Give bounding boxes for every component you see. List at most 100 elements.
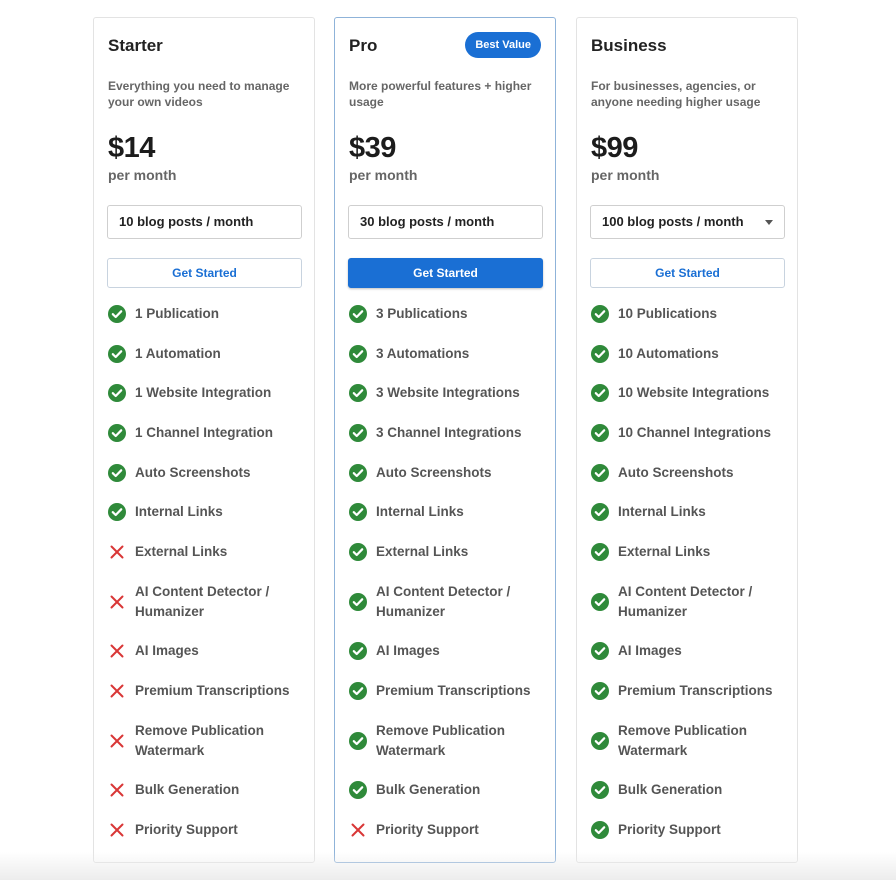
feature-item: Internal Links xyxy=(349,502,549,542)
check-circle-icon xyxy=(591,781,609,800)
feature-label: 1 Automation xyxy=(135,345,221,361)
feature-label: Auto Screenshots xyxy=(135,464,251,480)
get-started-button[interactable]: Get Started xyxy=(590,258,785,288)
check-circle-icon xyxy=(349,463,367,482)
check-circle-icon xyxy=(108,463,126,482)
plan-period: per month xyxy=(108,167,177,183)
best-value-badge: Best Value xyxy=(465,32,541,58)
plan-description: For businesses, agencies, or anyone need… xyxy=(591,79,761,109)
cross-icon xyxy=(108,593,126,611)
check-circle-icon xyxy=(591,821,609,840)
feature-item: 3 Channel Integrations xyxy=(349,423,549,463)
feature-list: 3 Publications 3 Automations 3 Website Int… xyxy=(349,304,549,860)
check-circle-icon xyxy=(349,424,367,443)
feature-item: External Links xyxy=(349,542,549,582)
cross-icon xyxy=(108,682,126,700)
feature-item: 3 Website Integrations xyxy=(349,383,549,423)
plan-card-starter: Starter Everything you need to manage yo… xyxy=(93,17,315,863)
feature-label: 1 Publication xyxy=(135,306,220,321)
feature-item: Priority Support xyxy=(349,820,549,860)
check-circle-icon xyxy=(591,424,609,443)
feature-item: AI Content Detector / Humanizer xyxy=(349,582,549,642)
feature-item: Auto Screenshots xyxy=(108,463,308,503)
feature-label: Internal Links xyxy=(135,504,223,520)
feature-item: Bulk Generation xyxy=(108,780,308,820)
check-circle-icon xyxy=(349,503,367,522)
feature-list: 10 Publications 10 Automations 10 Website … xyxy=(591,304,791,860)
feature-item: Premium Transcriptions xyxy=(349,681,549,721)
get-started-button[interactable]: Get Started xyxy=(348,258,543,288)
cross-icon xyxy=(108,821,126,839)
feature-label: External Links xyxy=(376,544,469,560)
feature-item: 10 Automations xyxy=(591,344,791,384)
cross-icon xyxy=(108,732,126,750)
check-circle-icon xyxy=(108,384,126,403)
feature-label: External Links xyxy=(618,544,711,560)
feature-label: Auto Screenshots xyxy=(618,464,734,480)
feature-label: 3 Channel Integrations xyxy=(376,425,522,441)
check-circle-icon xyxy=(591,642,609,661)
feature-item: Bulk Generation xyxy=(349,780,549,820)
feature-item: 1 Channel Integration xyxy=(108,423,308,463)
usage-select-value: 10 blog posts / month xyxy=(119,214,254,229)
feature-item: External Links xyxy=(591,542,791,582)
feature-label: 10 Publications xyxy=(618,306,718,321)
feature-item: Premium Transcriptions xyxy=(108,681,308,721)
feature-item: Auto Screenshots xyxy=(591,463,791,503)
cross-icon xyxy=(108,642,126,660)
check-circle-icon xyxy=(349,682,367,701)
feature-label: Internal Links xyxy=(376,504,464,520)
feature-label: 10 Automations xyxy=(618,345,719,361)
feature-label: Priority Support xyxy=(376,822,479,838)
check-circle-icon xyxy=(591,463,609,482)
feature-list: 1 Publication 1 Automation 1 Website Integ… xyxy=(108,304,308,860)
feature-label: 10 Channel Integrations xyxy=(618,425,772,441)
usage-select[interactable]: 10 blog posts / month xyxy=(107,205,302,239)
check-circle-icon xyxy=(108,305,126,323)
check-circle-icon xyxy=(108,503,126,522)
plan-period: per month xyxy=(349,167,418,183)
feature-label: 10 Website Integrations xyxy=(618,385,770,401)
feature-item: Internal Links xyxy=(108,502,308,542)
feature-label: Bulk Generation xyxy=(376,782,481,798)
feature-label: External Links xyxy=(135,544,228,560)
feature-item: AI Content Detector / Humanizer xyxy=(108,582,308,642)
feature-label: AI Images xyxy=(135,643,199,659)
feature-label: Remove Publication Watermark xyxy=(376,722,506,758)
feature-item: AI Images xyxy=(591,641,791,681)
feature-label: Internal Links xyxy=(618,504,706,520)
check-circle-icon xyxy=(349,592,367,611)
plan-name: Business xyxy=(591,36,667,55)
check-circle-icon xyxy=(591,344,609,363)
feature-item: AI Content Detector / Humanizer xyxy=(591,582,791,642)
feature-item: AI Images xyxy=(349,641,549,681)
usage-select-value: 30 blog posts / month xyxy=(360,214,495,229)
feature-item: 10 Publications xyxy=(591,304,791,344)
plan-name: Starter xyxy=(108,36,163,55)
feature-item: 3 Publications xyxy=(349,304,549,344)
usage-dropdown[interactable]: 100 blog posts / month xyxy=(590,205,785,239)
feature-item: 10 Channel Integrations xyxy=(591,423,791,463)
check-circle-icon xyxy=(349,305,367,323)
plan-card-business: Business For businesses, agencies, or an… xyxy=(576,17,798,863)
check-circle-icon xyxy=(349,642,367,661)
feature-label: Priority Support xyxy=(135,822,238,838)
feature-item: Priority Support xyxy=(591,820,791,860)
get-started-button[interactable]: Get Started xyxy=(107,258,302,288)
usage-select[interactable]: 30 blog posts / month xyxy=(348,205,543,239)
cross-icon xyxy=(108,781,126,799)
cross-icon xyxy=(108,543,126,561)
cross-icon xyxy=(349,821,367,839)
feature-label: 3 Website Integrations xyxy=(376,385,520,401)
feature-label: Bulk Generation xyxy=(618,782,723,798)
feature-item: Bulk Generation xyxy=(591,780,791,820)
check-circle-icon xyxy=(349,781,367,800)
plan-period: per month xyxy=(591,167,660,183)
check-circle-icon xyxy=(591,592,609,611)
feature-label: 1 Website Integration xyxy=(135,385,272,401)
check-circle-icon xyxy=(591,682,609,701)
feature-label: AI Content Detector / Humanizer xyxy=(135,583,270,619)
check-circle-icon xyxy=(108,344,126,363)
feature-item: Remove Publication Watermark xyxy=(108,721,308,781)
check-circle-icon xyxy=(108,424,126,443)
